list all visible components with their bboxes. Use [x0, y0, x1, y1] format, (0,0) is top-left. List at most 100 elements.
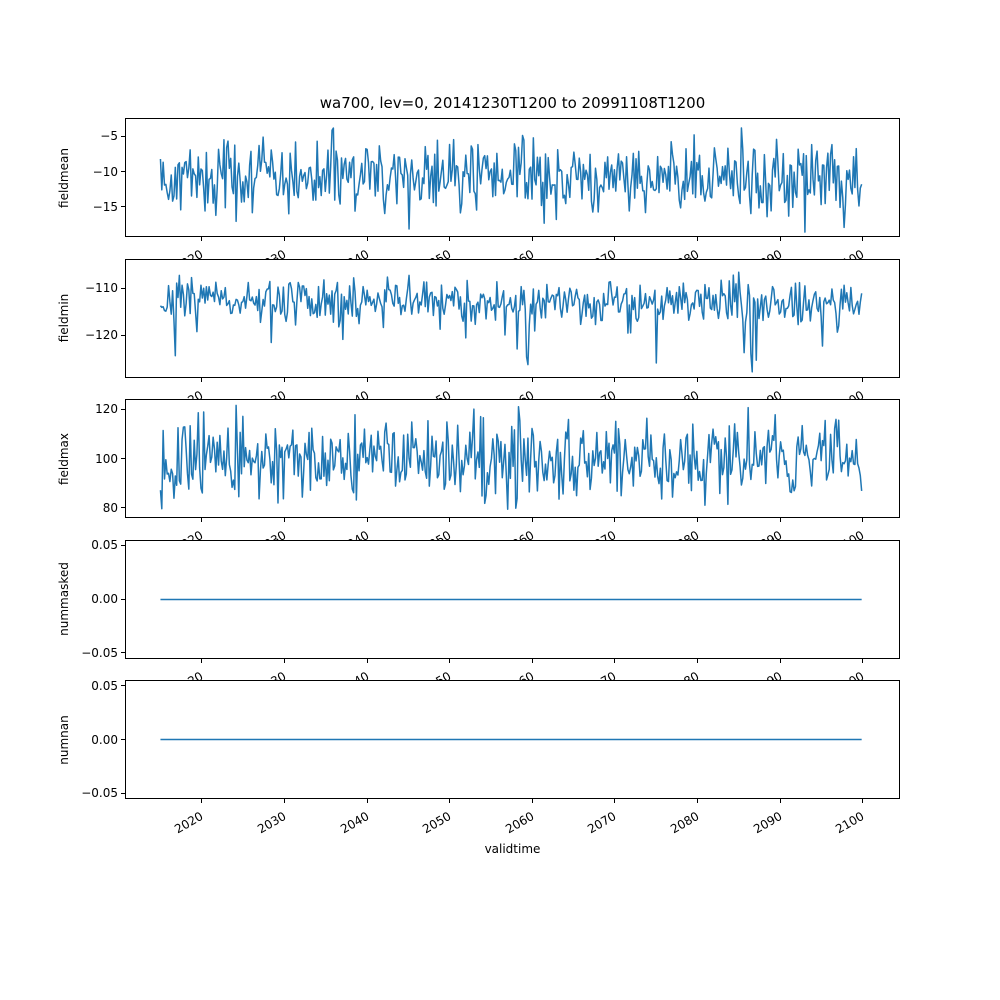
xtick-label: 2080: [668, 809, 702, 837]
xtick-label: 2060: [502, 809, 537, 837]
ytick-label: −110: [85, 281, 118, 296]
line-series-numnan: [160, 738, 862, 741]
xtick-mark: [697, 658, 699, 663]
ytick-label: 100: [95, 451, 118, 466]
xtick-mark: [779, 237, 781, 241]
ytick-mark: [121, 408, 125, 410]
xtick-mark: [697, 377, 699, 382]
xtick-mark: [201, 377, 203, 382]
xtick-mark: [366, 237, 368, 241]
xtick-mark: [201, 799, 203, 803]
ytick-mark: [121, 652, 125, 653]
line-series-fieldmin: [159, 271, 863, 373]
xtick-mark: [449, 658, 451, 663]
ytick-mark: [121, 287, 125, 289]
ytick-label: −0.05: [81, 786, 118, 800]
ytick-label: 0.05: [91, 538, 118, 553]
xtick-label: 2090: [750, 809, 785, 837]
ylabel-nummasked: nummasked: [57, 562, 71, 636]
ytick-label: −5: [100, 129, 118, 144]
xtick-mark: [862, 658, 864, 663]
ylabel-fieldmin: fieldmin: [57, 293, 71, 343]
line-path-fieldmin: [159, 271, 863, 373]
ytick-label: 0.00: [91, 592, 118, 606]
xtick-label: 2040: [337, 809, 372, 837]
xtick-label: 2100: [833, 809, 867, 837]
xtick-mark: [366, 799, 368, 803]
xtick-mark: [614, 377, 616, 382]
ytick-label: 80: [102, 500, 118, 515]
xtick-mark: [531, 237, 533, 241]
ytick-label: −0.05: [81, 645, 118, 660]
xtick-mark: [366, 377, 368, 382]
xtick-mark: [449, 799, 451, 803]
xtick-mark: [531, 658, 533, 663]
ytick-label: 0.05: [91, 678, 118, 693]
axes-numnan: [125, 680, 900, 799]
figure-title: wa700, lev=0, 20141230T1200 to 20991108T…: [319, 94, 706, 112]
xtick-mark: [283, 799, 285, 803]
xtick-mark: [201, 237, 203, 241]
xtick-mark: [366, 518, 368, 522]
x-axis-label: validtime: [484, 842, 541, 856]
ytick-mark: [121, 598, 125, 600]
line-series-fieldmax: [159, 404, 863, 511]
axes-fieldmax: [125, 399, 900, 518]
axes-fieldmin: [125, 258, 900, 378]
axes-fieldmean: [125, 118, 900, 237]
xtick-mark: [779, 377, 781, 382]
xtick-label: 2020: [172, 809, 206, 837]
xtick-mark: [614, 799, 616, 803]
line-path-fieldmean: [159, 127, 863, 233]
xtick-mark: [697, 518, 699, 522]
ytick-mark: [121, 334, 125, 336]
xtick-label: 2070: [585, 809, 619, 837]
ytick-label: −120: [85, 328, 118, 343]
ytick-mark: [121, 206, 125, 208]
xtick-mark: [531, 377, 533, 382]
xtick-mark: [862, 518, 864, 522]
xtick-mark: [283, 237, 285, 241]
ytick-label: −15: [92, 199, 118, 214]
xtick-mark: [449, 377, 451, 382]
line-series-nummasked: [160, 598, 862, 600]
xtick-label: 2030: [255, 809, 289, 837]
ytick-mark: [121, 507, 125, 509]
xtick-mark: [531, 799, 533, 803]
xtick-mark: [366, 658, 368, 663]
ylabel-fieldmean: fieldmean: [57, 147, 71, 208]
xtick-label: 2050: [420, 809, 454, 837]
ytick-label: 0.00: [91, 732, 118, 747]
xtick-mark: [862, 377, 864, 382]
xtick-mark: [201, 658, 203, 663]
ytick-mark: [121, 458, 125, 459]
ytick-mark: [121, 739, 125, 740]
xtick-mark: [697, 237, 699, 241]
ytick-label: 120: [95, 402, 118, 417]
xtick-mark: [614, 237, 616, 241]
xtick-mark: [779, 799, 781, 803]
ytick-label: −10: [92, 164, 118, 179]
xtick-mark: [779, 658, 781, 663]
ylabel-numnan: numnan: [57, 714, 71, 765]
ytick-mark: [121, 685, 125, 687]
xtick-mark: [862, 799, 864, 803]
axes-nummasked: [125, 539, 900, 659]
xtick-mark: [449, 518, 451, 522]
xtick-mark: [283, 658, 285, 663]
ytick-mark: [121, 544, 125, 546]
ytick-mark: [121, 792, 125, 794]
line-series-fieldmean: [159, 127, 863, 233]
xtick-mark: [531, 518, 533, 522]
xtick-mark: [614, 658, 616, 663]
xtick-mark: [283, 518, 285, 522]
xtick-mark: [697, 799, 699, 803]
ytick-mark: [121, 135, 125, 137]
xtick-mark: [862, 237, 864, 241]
ylabel-fieldmax: fieldmax: [57, 432, 71, 485]
xtick-mark: [283, 377, 285, 382]
xtick-mark: [449, 237, 451, 241]
ytick-mark: [121, 171, 125, 172]
line-path-fieldmax: [159, 404, 863, 511]
